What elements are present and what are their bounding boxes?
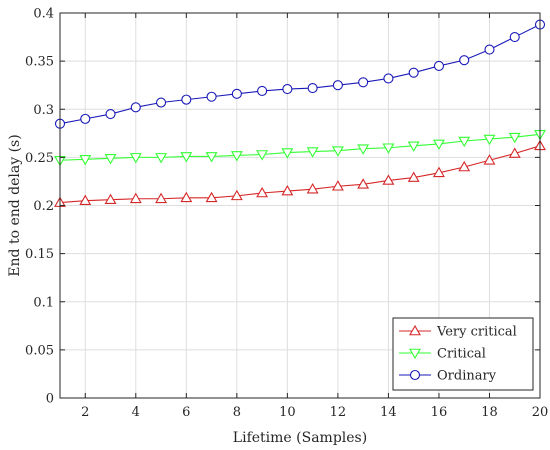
data-point [432, 139, 445, 151]
y-tick-label: 0.4 [33, 7, 54, 22]
series-critical [54, 129, 546, 167]
data-point [206, 91, 217, 102]
legend-item: Very critical [399, 325, 517, 340]
data-point [130, 102, 141, 113]
data-point [231, 88, 242, 99]
y-axis-label: End to end delay (s) [7, 134, 23, 276]
series-very-critical [54, 139, 546, 207]
data-point [181, 94, 192, 105]
data-point [180, 152, 193, 163]
data-point [230, 151, 243, 162]
legend-item: Ordinary [399, 369, 497, 384]
x-tick-label: 2 [81, 405, 89, 420]
data-point [508, 147, 521, 158]
data-point [129, 192, 142, 204]
axis-ticks: 2 4 6 8 10 12 14 16 18 20 0 0.05 0.1 0.15 0.2 0.25 0.3 0.… [25, 7, 548, 421]
data-point [407, 171, 420, 182]
y-tick-label: 0.05 [25, 343, 54, 358]
data-point [80, 113, 91, 124]
data-point [230, 189, 243, 201]
data-point [281, 148, 294, 159]
data-point [357, 144, 370, 155]
data-point [256, 150, 269, 161]
x-tick-label: 18 [481, 405, 498, 420]
data-point [483, 134, 496, 146]
series-line [59, 133, 541, 161]
data-point [205, 191, 218, 203]
data-point [79, 155, 92, 166]
legend-label: Very critical [436, 325, 517, 340]
legend-item: Critical [399, 347, 486, 362]
data-point [331, 146, 344, 157]
y-tick-label: 0.15 [25, 247, 54, 262]
series-layer [54, 19, 546, 207]
x-tick-label: 6 [182, 405, 190, 420]
data-point [331, 180, 344, 191]
y-tick-label: 0.1 [33, 295, 54, 310]
y-tick-label: 0.3 [33, 103, 54, 118]
legend-label: Ordinary [437, 369, 497, 384]
data-point [306, 183, 319, 194]
data-point [155, 153, 168, 164]
x-tick-label: 16 [431, 405, 448, 420]
x-tick-label: 12 [330, 405, 347, 420]
data-point [104, 154, 117, 165]
x-tick-label: 4 [132, 405, 140, 420]
data-point [407, 141, 420, 152]
data-point [357, 178, 370, 189]
data-point [432, 166, 445, 178]
data-point [79, 194, 92, 205]
data-point [458, 136, 471, 148]
data-point [382, 143, 395, 154]
data-point [282, 83, 293, 95]
legend: Very critical Critical Ordinary [392, 317, 534, 391]
legend-swatch-marker [409, 348, 421, 360]
data-point [104, 193, 117, 205]
data-point [281, 184, 294, 196]
data-point [484, 44, 495, 55]
x-tick-label: 8 [233, 405, 241, 420]
data-point [306, 147, 319, 158]
legend-swatch-marker [409, 324, 421, 336]
data-point [256, 186, 269, 198]
series-ordinary [54, 19, 546, 129]
data-point [358, 77, 369, 88]
data-point [307, 83, 318, 94]
data-point [458, 160, 471, 172]
data-point [257, 85, 268, 97]
data-point [129, 153, 142, 164]
x-tick-label: 10 [279, 405, 296, 420]
data-point [508, 132, 521, 144]
series-line [59, 145, 541, 204]
data-point [205, 152, 218, 163]
data-point [105, 109, 116, 120]
data-point [156, 97, 167, 108]
data-point [459, 55, 470, 66]
legend-label: Critical [437, 347, 486, 362]
data-point [382, 174, 395, 185]
data-point [332, 80, 343, 91]
data-point [155, 192, 168, 204]
y-tick-label: 0 [46, 392, 54, 407]
data-point [408, 67, 419, 78]
data-point [383, 73, 394, 84]
y-tick-label: 0.35 [25, 55, 54, 70]
legend-swatch-marker [409, 369, 421, 381]
data-point [180, 191, 193, 203]
data-point [433, 60, 444, 71]
x-tick-label: 20 [532, 405, 549, 420]
data-point [483, 154, 496, 165]
y-tick-label: 0.2 [33, 199, 54, 214]
x-axis-label: Lifetime (Samples) [233, 430, 367, 446]
x-tick-label: 14 [380, 405, 397, 420]
data-point [509, 32, 520, 43]
y-tick-label: 0.25 [25, 151, 54, 166]
